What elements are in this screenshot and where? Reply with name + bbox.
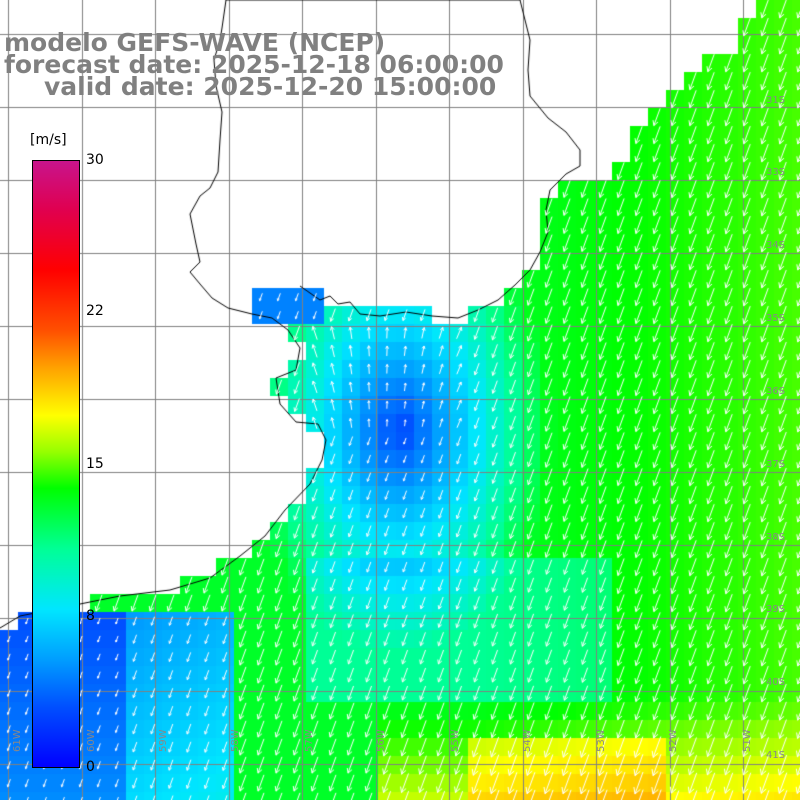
lat-label: 36S [766,386,786,397]
lat-label: 35S [766,313,786,324]
model-title: modelo GEFS-WAVE (NCEP) [4,28,386,57]
lon-label: 56W [376,729,387,752]
lon-label: 58W [230,729,241,752]
lat-label: 41S [766,750,786,761]
colorbar-tick-0: 0 [86,759,95,775]
lat-label: 31S [766,95,786,106]
lon-label: 59W [158,729,169,752]
colorbar-tick-30: 30 [86,152,104,168]
lon-label: 54W [522,729,533,752]
lat-label: 39S [766,604,786,615]
lat-label: 38S [766,532,786,543]
colorbar-unit: [m/s] [30,132,67,148]
lat-label: 37S [766,459,786,470]
lon-label: 53W [596,729,607,752]
lon-label: 57W [304,729,315,752]
lat-label: 40S [766,677,786,688]
lon-label: 52W [668,729,679,752]
lon-label: 55W [450,729,461,752]
colorbar-tick-15: 15 [86,456,104,472]
valid-date: valid date: 2025-12-20 15:00:00 [44,72,497,101]
colorbar-tick-22: 22 [86,303,104,319]
lon-label: 60W [86,729,97,752]
lat-label: 34S [766,240,786,251]
colorbar-tick-8: 8 [86,608,95,624]
colorbar [32,160,80,768]
forecast-date: forecast date: 2025-12-18 06:00:00 [4,50,504,79]
lon-label: 61W [12,729,23,752]
lat-label: 33S [766,167,786,178]
lon-label: 51W [742,729,753,752]
